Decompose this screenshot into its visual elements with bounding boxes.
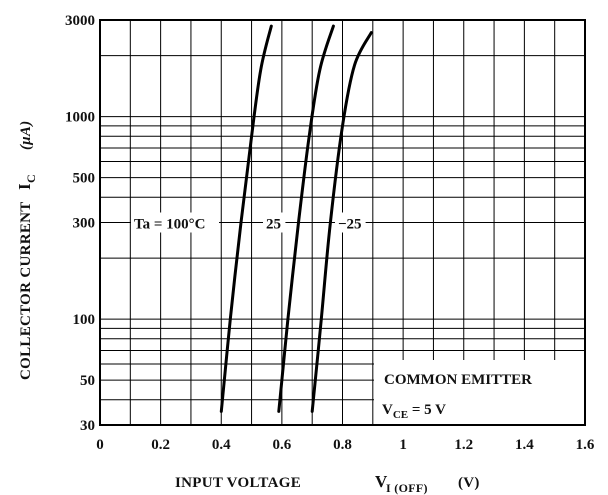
x-tick-label: 0.8 <box>333 437 352 453</box>
x-tick-label: 0.4 <box>212 437 231 453</box>
series-label-bg <box>263 212 286 233</box>
series-labels: Ta = 100°C 25 −25 <box>131 212 366 233</box>
x-tick-label: 0.6 <box>273 437 292 453</box>
series-label-bg <box>131 212 219 233</box>
x-tick-label: 1.4 <box>515 437 534 453</box>
annotation-common-emitter: COMMON EMITTER <box>384 372 532 388</box>
series-curve-1 <box>277 24 335 413</box>
annotation-vce: VCE = 5 V <box>382 402 446 421</box>
grid-lines <box>100 20 585 425</box>
y-axis-title: COLLECTOR CURRENT I C (μA) <box>15 120 39 380</box>
y-tick-label: 500 <box>73 171 96 187</box>
y-tick-label: 100 <box>73 312 96 328</box>
series-curve-2 <box>310 31 373 413</box>
plot-frame <box>99 19 586 426</box>
y-tick-label: 50 <box>80 373 95 389</box>
y-tick-label: 30 <box>80 418 95 434</box>
series-curve-0 <box>219 24 273 413</box>
x-tick-label: 1 <box>399 437 407 453</box>
y-tick-label: 3000 <box>65 13 95 29</box>
data-curves <box>219 24 373 413</box>
series-label-2: −25 <box>338 217 362 233</box>
series-label-bg <box>335 212 366 233</box>
x-tick-label: 0 <box>96 437 104 453</box>
y-tick-label: 300 <box>73 216 96 232</box>
series-label-0: Ta = 100°C <box>134 217 206 233</box>
x-tick-label: 1.2 <box>454 437 473 453</box>
x-axis-title: INPUT VOLTAGE V I (OFF) (V) <box>175 472 480 495</box>
y-tick-label: 1000 <box>65 110 95 126</box>
y-tick-labels: 30 50 100 300 500 1000 3000 <box>65 13 95 434</box>
annotation-box <box>374 360 584 424</box>
x-tick-label: 0.2 <box>151 437 170 453</box>
x-tick-label: 1.6 <box>576 437 595 453</box>
series-label-1: 25 <box>266 217 281 233</box>
x-tick-labels: 0 0.2 0.4 0.6 0.8 1 1.2 1.4 1.6 <box>96 437 595 453</box>
